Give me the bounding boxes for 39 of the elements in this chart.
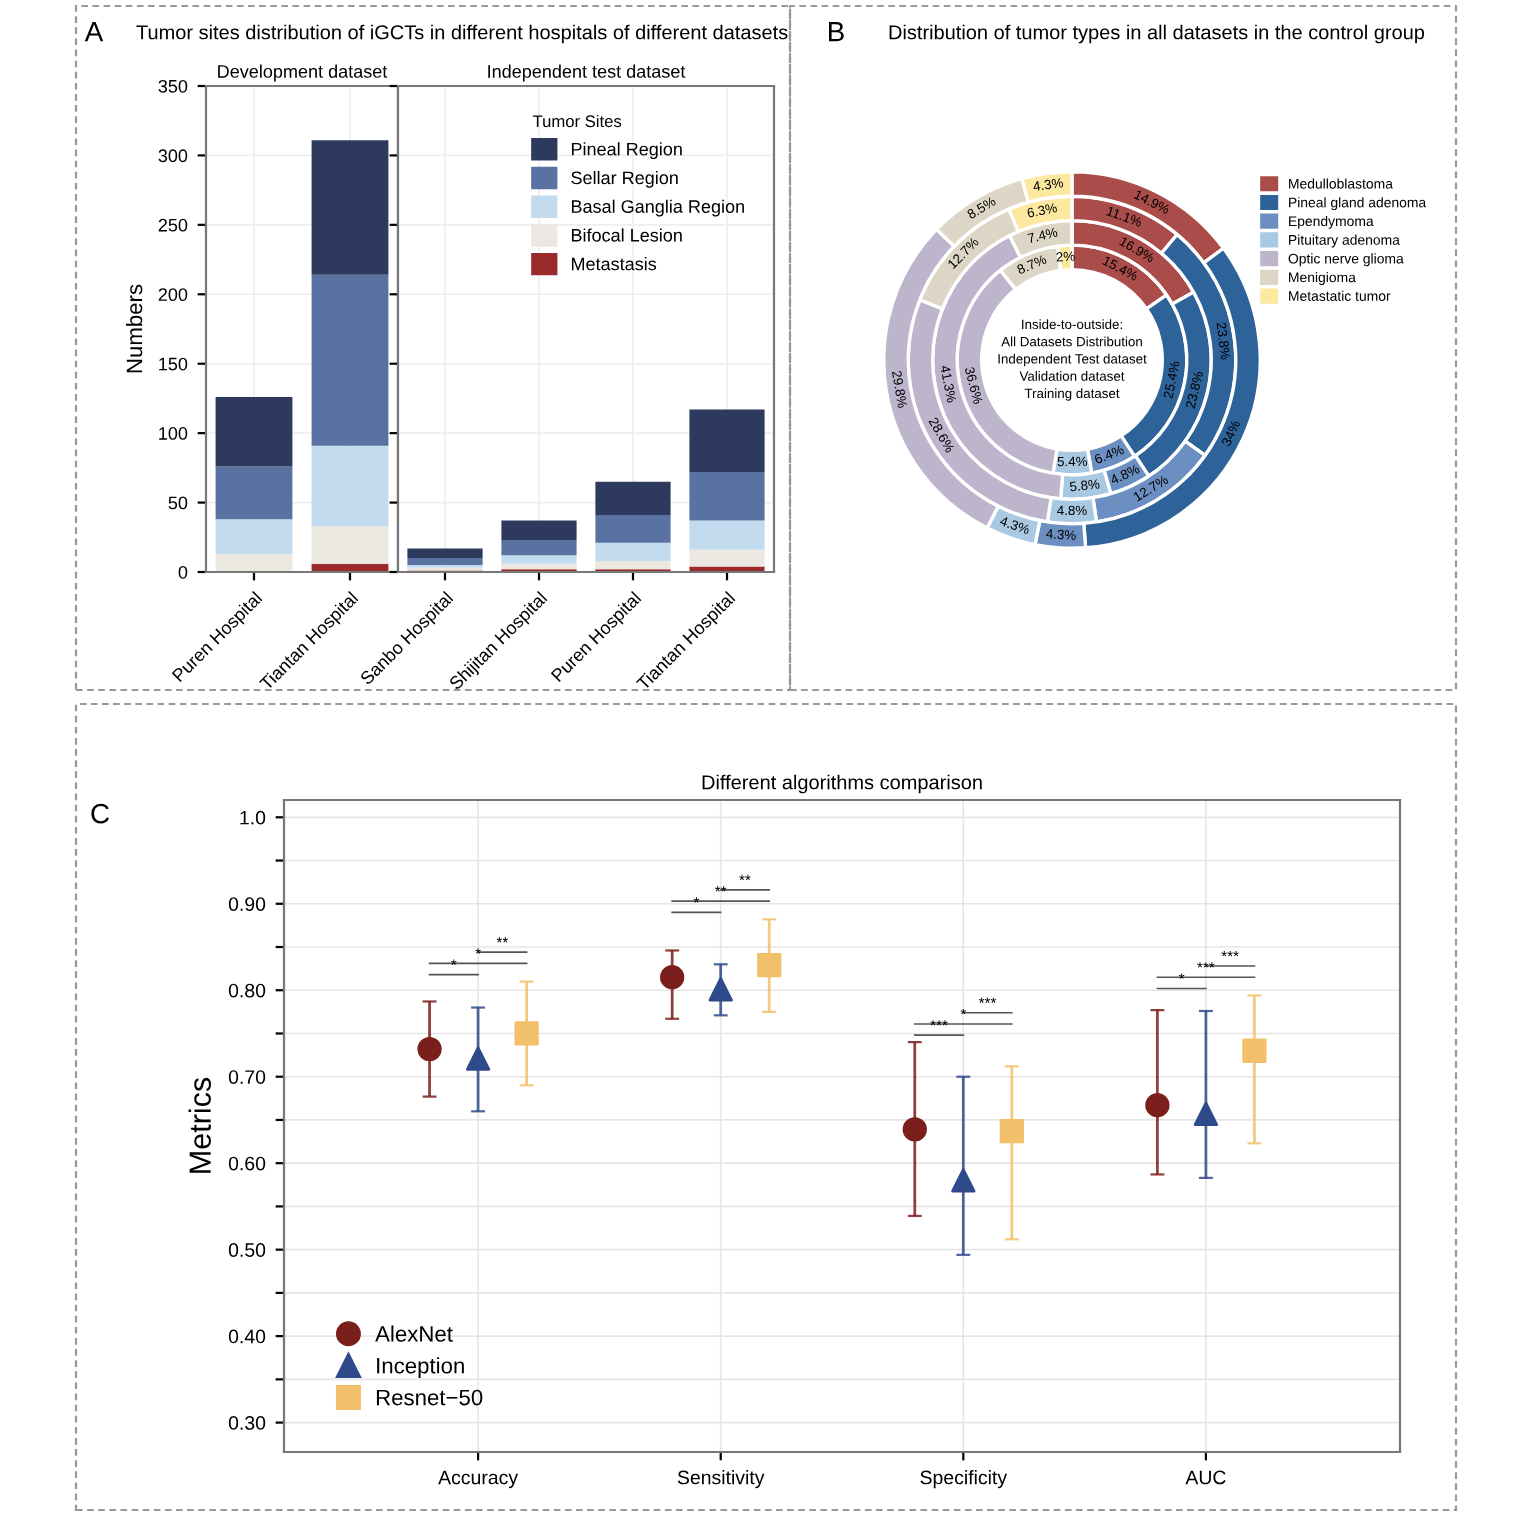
legend-label: Sellar Region	[571, 170, 678, 188]
legend-label: Metastasis	[571, 257, 657, 271]
x-tick-label: Specificity	[920, 1470, 1008, 1489]
y-tick-label: 0.70	[228, 1070, 266, 1084]
y-tick-label: 100	[159, 427, 188, 440]
y-tick-label: 0.60	[228, 1156, 266, 1171]
x-tick-label: Sensitivity	[677, 1470, 765, 1489]
y-tick-label: 1.0	[240, 810, 266, 825]
text: Tumor sites distribution of iGCTs in different hospitals of different datasets	[136, 24, 788, 44]
y-tick-label: 0.40	[228, 1329, 266, 1344]
legend-label: Pineal Region	[571, 142, 682, 160]
y-tick-label: 0.80	[228, 983, 266, 998]
chart-subtitle: Independent test dataset	[488, 64, 686, 82]
legend-label: Inception	[377, 1357, 464, 1378]
y-tick-label: 150	[159, 357, 188, 371]
chart-title: Different algorithms comparison	[702, 774, 982, 794]
legend-label: Bifocal Lesion	[571, 228, 682, 242]
y-tick-label: 250	[158, 218, 188, 232]
y-tick-label: 50	[168, 496, 188, 510]
text: A	[84, 22, 104, 42]
y-tick-label: 300	[158, 149, 188, 163]
y-tick-label: 0.30	[228, 1416, 266, 1430]
y-tick-label: 200	[158, 288, 188, 302]
text: B	[829, 22, 844, 42]
y-axis-title: Metrics	[188, 1077, 211, 1173]
text: C	[91, 803, 109, 824]
y-tick-label: 0.90	[228, 897, 266, 911]
legend-label: Basal Ganglia Region	[571, 199, 744, 217]
legend-label: AlexNet	[375, 1325, 453, 1342]
x-tick-label: AUC	[1185, 1470, 1226, 1485]
chart-title: Distribution of tumor types in all datasets in the control group	[889, 24, 1425, 44]
legend-title: Tumor Sites	[532, 114, 622, 128]
y-tick-label: 0.50	[228, 1243, 266, 1257]
y-tick-label: 350	[158, 79, 188, 93]
x-tick-label: Accuracy	[438, 1470, 519, 1489]
chart-subtitle: Development dataset	[218, 64, 388, 82]
y-axis-title: Numbers	[126, 284, 143, 373]
y-tick-label: 0	[178, 565, 188, 579]
legend-label: Resnet−50	[376, 1389, 483, 1406]
